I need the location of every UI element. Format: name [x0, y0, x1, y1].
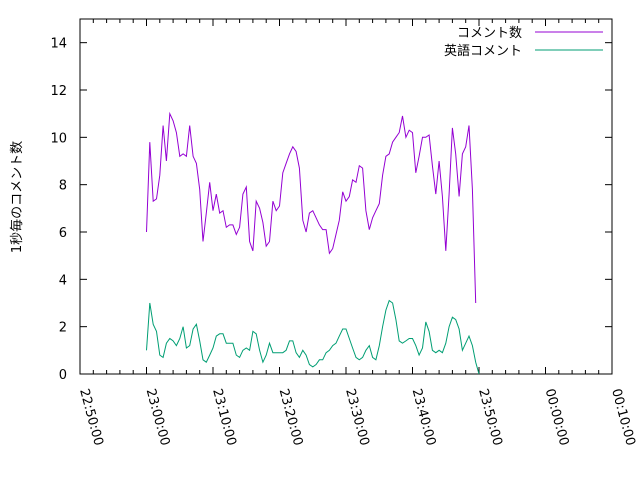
x-tick-label: 23:50:00	[475, 387, 505, 447]
y-tick-label: 2	[59, 321, 67, 336]
x-tick-label: 23:00:00	[143, 387, 173, 447]
y-tick-label: 0	[59, 368, 67, 383]
y-tick-label: 14	[50, 37, 67, 52]
x-tick-label: 23:20:00	[276, 387, 306, 447]
x-tick-label: 23:10:00	[209, 387, 239, 447]
axes: 0 2 4 6 8 10 12 14 22:50:00 23:00:00 23:10:00 23:20…	[50, 18, 638, 447]
x-tick-label: 23:40:00	[409, 387, 439, 447]
series-line-2	[146, 299, 480, 375]
series-group	[146, 111, 480, 375]
x-tick-label: 23:30:00	[342, 387, 372, 447]
legend-label-2: 英語コメント	[444, 43, 522, 59]
plot-border	[79, 18, 613, 375]
x-tick-label: 00:00:00	[542, 387, 572, 447]
series-line-1	[146, 111, 477, 304]
x-tick-label: 00:10:00	[608, 387, 638, 447]
legend-label-1: コメント数	[457, 26, 522, 41]
y-tick-label: 10	[50, 131, 67, 146]
y-tick-label: 6	[59, 226, 67, 241]
y-axis-label: 1秒毎のコメント数	[9, 141, 25, 253]
x-tick-label: 22:50:00	[76, 387, 106, 447]
y-tick-label: 4	[59, 273, 67, 288]
y-tick-label: 8	[59, 179, 67, 194]
y-tick-label: 12	[50, 84, 67, 99]
